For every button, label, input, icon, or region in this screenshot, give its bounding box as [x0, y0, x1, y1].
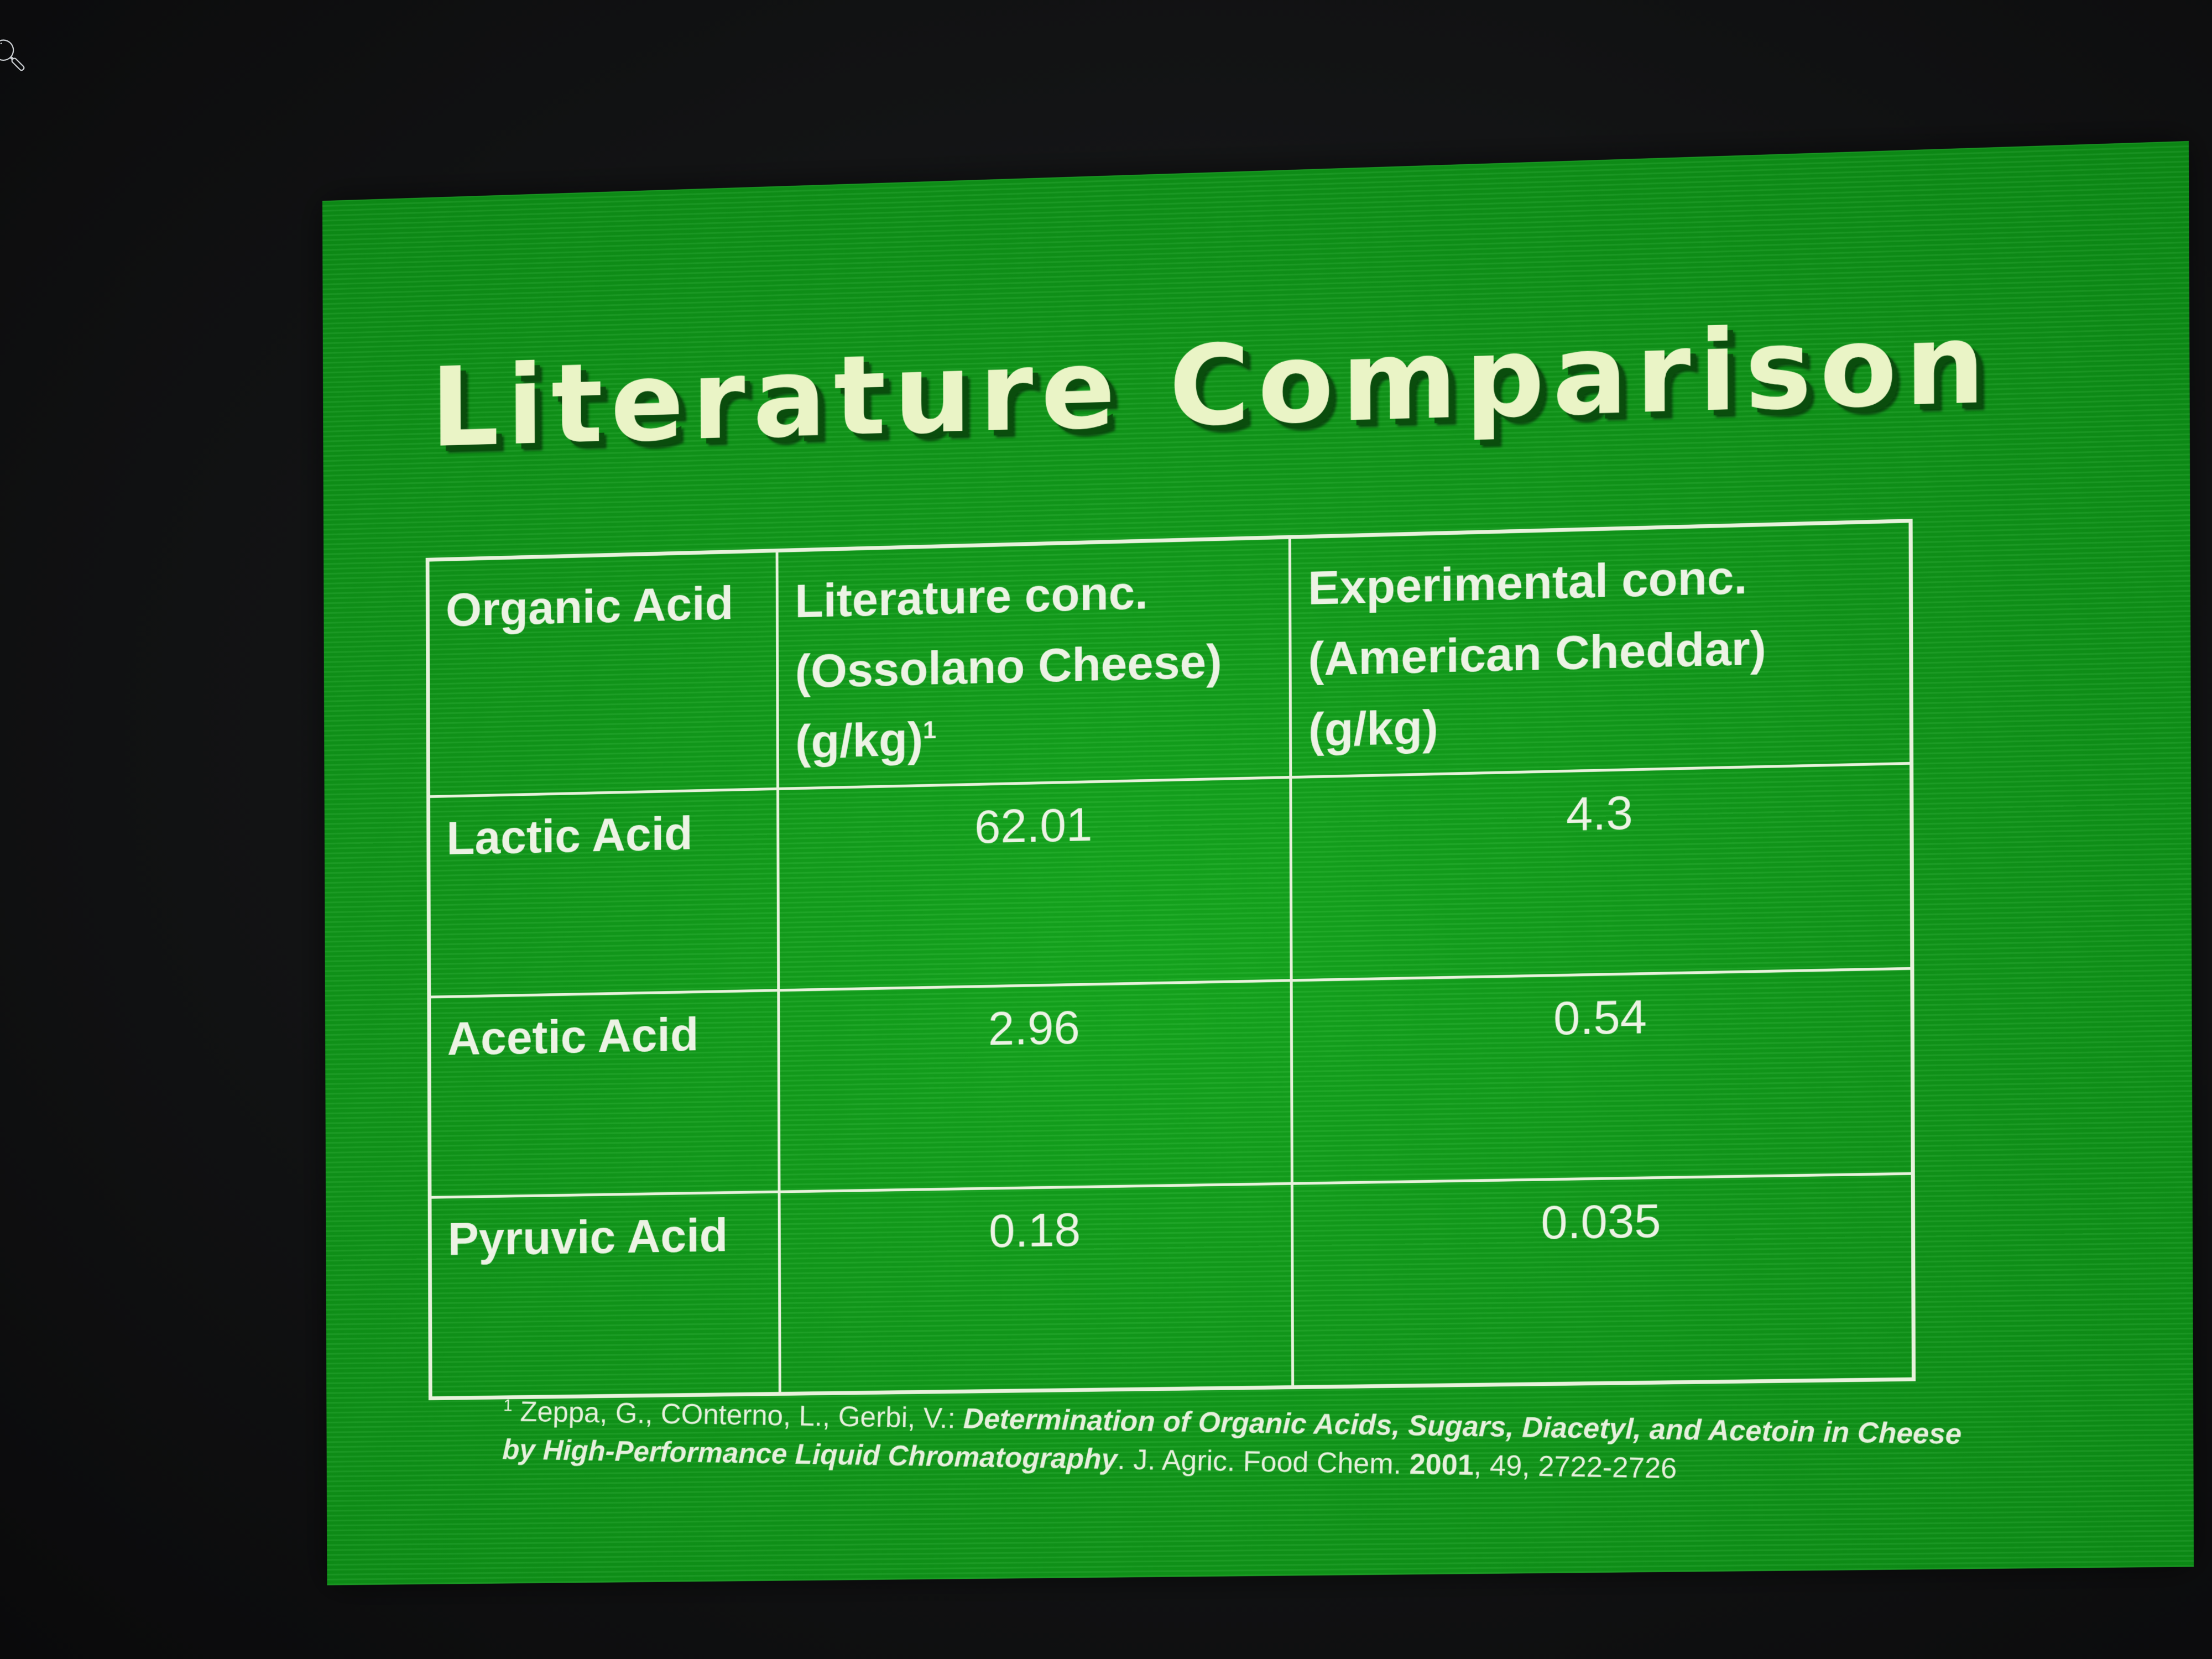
literature-value: 62.01: [778, 778, 1292, 990]
presentation-slide: Literature Comparison Organic Acid Liter…: [322, 141, 2194, 1585]
table-header-row: Organic Acid Literature conc. (Ossolano …: [427, 521, 1912, 797]
comparison-table: Organic Acid Literature conc. (Ossolano …: [426, 519, 1916, 1400]
header-unit: (g/kg): [795, 713, 923, 769]
header-line: (g/kg)1: [795, 696, 1272, 778]
experimental-value: 0.54: [1291, 968, 1913, 1183]
search-icon: 🔍︎: [0, 39, 22, 72]
citation-authors: Zeppa, G., COnterno, L., Gerbi, V.:: [520, 1396, 956, 1434]
citation-marker: 1: [503, 1396, 513, 1415]
experimental-value: 4.3: [1291, 763, 1912, 980]
header-line: (g/kg): [1308, 681, 1893, 765]
acid-name: Acetic Acid: [429, 990, 779, 1198]
table-row: Pyruvic Acid 0.18 0.035: [430, 1173, 1913, 1398]
acid-name: Lactic Acid: [429, 789, 779, 997]
citation-journal: . J. Agric. Food Chem.: [1117, 1444, 1402, 1480]
literature-value: 2.96: [779, 980, 1292, 1192]
footnote-marker: 1: [923, 717, 936, 744]
header-organic-acid: Organic Acid: [427, 551, 778, 797]
header-experimental-conc: Experimental conc. (American Cheddar) (g…: [1290, 521, 1911, 778]
header-line: (American Cheddar): [1308, 609, 1892, 695]
header-literature-conc: Literature conc. (Ossolano Cheese) (g/kg…: [777, 537, 1291, 789]
header-line: Literature conc.: [795, 554, 1272, 637]
header-line: Organic Acid: [446, 567, 760, 645]
table-row: Acetic Acid 2.96 0.54: [429, 968, 1913, 1197]
literature-value: 0.18: [779, 1183, 1293, 1394]
citation-volume-pages: , 49, 2722-2726: [1473, 1449, 1677, 1485]
acid-name: Pyruvic Acid: [430, 1192, 780, 1398]
citation-year: 2001: [1409, 1448, 1474, 1481]
experimental-value: 0.035: [1292, 1173, 1913, 1387]
slide-title: Literature Comparison: [430, 299, 1993, 472]
reference-citation: 1 Zeppa, G., COnterno, L., Gerbi, V.: De…: [502, 1387, 1995, 1494]
table-row: Lactic Acid 62.01 4.3: [429, 763, 1912, 997]
header-line: (Ossolano Cheese): [795, 625, 1272, 707]
